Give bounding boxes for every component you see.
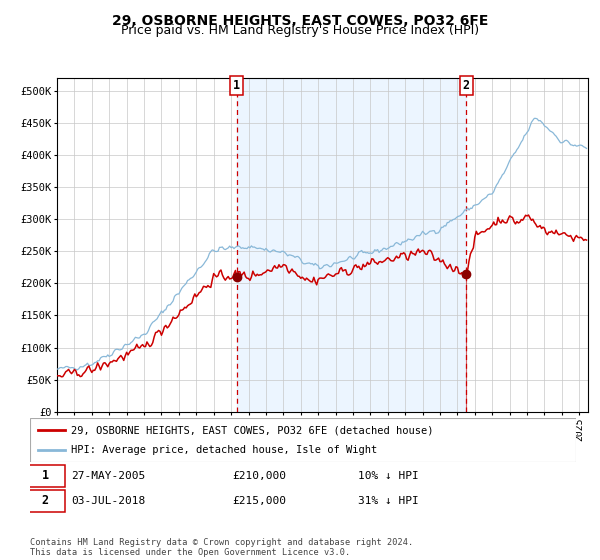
Text: 29, OSBORNE HEIGHTS, EAST COWES, PO32 6FE: 29, OSBORNE HEIGHTS, EAST COWES, PO32 6F… bbox=[112, 14, 488, 28]
Text: £215,000: £215,000 bbox=[232, 496, 286, 506]
Text: 03-JUL-2018: 03-JUL-2018 bbox=[71, 496, 145, 506]
Text: 31% ↓ HPI: 31% ↓ HPI bbox=[358, 496, 418, 506]
Text: 10% ↓ HPI: 10% ↓ HPI bbox=[358, 471, 418, 480]
Text: 1: 1 bbox=[233, 79, 241, 92]
Bar bbox=[237, 78, 466, 412]
Text: 29, OSBORNE HEIGHTS, EAST COWES, PO32 6FE (detached house): 29, OSBORNE HEIGHTS, EAST COWES, PO32 6F… bbox=[71, 425, 433, 435]
Text: Price paid vs. HM Land Registry's House Price Index (HPI): Price paid vs. HM Land Registry's House … bbox=[121, 24, 479, 37]
Text: 1: 1 bbox=[42, 469, 49, 482]
FancyBboxPatch shape bbox=[26, 490, 65, 512]
Text: £210,000: £210,000 bbox=[232, 471, 286, 480]
FancyBboxPatch shape bbox=[26, 465, 65, 487]
Text: HPI: Average price, detached house, Isle of Wight: HPI: Average price, detached house, Isle… bbox=[71, 445, 377, 455]
Text: Contains HM Land Registry data © Crown copyright and database right 2024.
This d: Contains HM Land Registry data © Crown c… bbox=[30, 538, 413, 557]
Text: 2: 2 bbox=[463, 79, 470, 92]
Text: 27-MAY-2005: 27-MAY-2005 bbox=[71, 471, 145, 480]
Text: 2: 2 bbox=[42, 494, 49, 507]
